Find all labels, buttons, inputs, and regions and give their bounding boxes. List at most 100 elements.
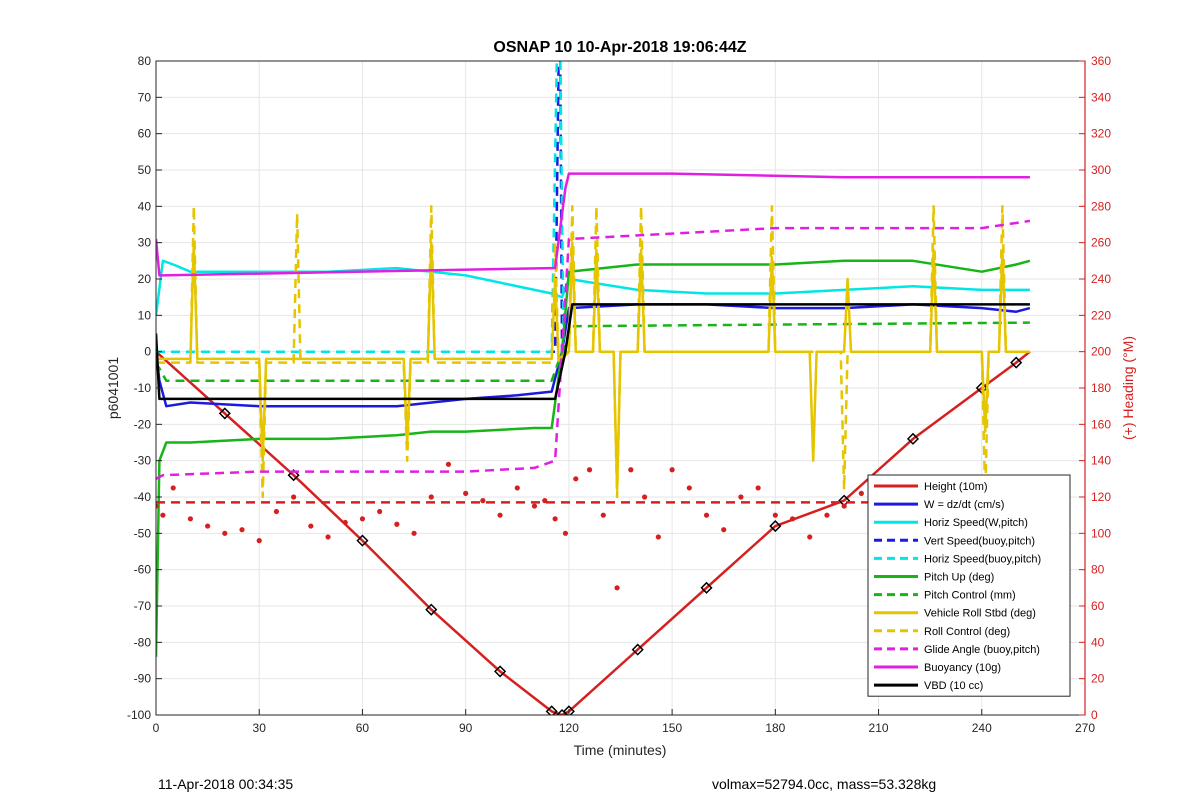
y2-tick-label-0: 0 (1091, 708, 1098, 722)
series-12-point-32 (641, 494, 648, 500)
legend-entry-0: Height (10m) (924, 481, 988, 493)
series-12-point-2 (170, 485, 176, 491)
y2-tick-label-14: 280 (1091, 199, 1111, 213)
y2-tick-label-8: 160 (1091, 417, 1111, 431)
legend-entry-3: Vert Speed(buoy,pitch) (924, 535, 1035, 547)
series-12-point-14 (377, 508, 383, 515)
series-0-marker-1 (218, 407, 231, 420)
y-tick-label-8: -20 (134, 417, 152, 431)
series-12-point-39 (755, 485, 761, 491)
legend-entry-4: Horiz Speed(buoy,pitch) (924, 553, 1041, 565)
series-12-point-33 (655, 534, 661, 540)
y-tick-label-9: -10 (134, 381, 152, 395)
y2-tick-label-10: 200 (1091, 345, 1111, 359)
y-tick-label-2: -80 (134, 635, 152, 649)
series-12-point-4 (205, 523, 211, 529)
x-tick-label-7: 210 (869, 721, 889, 735)
legend-entry-5: Pitch Up (deg) (924, 572, 994, 584)
series-12-point-36 (703, 512, 710, 518)
y-tick-label-7: -30 (134, 454, 152, 468)
y2-tick-label-12: 240 (1091, 272, 1111, 286)
y-tick-label-0: -100 (127, 708, 151, 722)
series-0-marker-13 (906, 432, 920, 445)
y-axis-right: 0 20 40 60 80 100 120 140 160 180 200 220 240 260 280 3… (1079, 54, 1111, 722)
legend-entry-7: Vehicle Roll Stbd (deg) (924, 608, 1036, 620)
series-12-point-29 (600, 512, 606, 518)
series-12-point-18 (445, 461, 452, 467)
series-12-point-37 (721, 527, 727, 533)
y2-tick-label-1: 20 (1091, 672, 1105, 686)
series-0-marker-9 (631, 643, 644, 656)
series-0-marker-5 (494, 665, 507, 678)
footer-timestamp: 11-Apr-2018 00:34:35 (158, 776, 293, 792)
series-12-point-27 (573, 476, 579, 482)
series-12-point-25 (552, 516, 558, 522)
series-5-line (156, 259, 1031, 657)
series-12-point-41 (789, 516, 796, 522)
series-12-point-31 (628, 467, 634, 473)
series-12-point-16 (411, 530, 417, 536)
x-tick-label-2: 60 (356, 721, 370, 735)
series-12-point-34 (669, 467, 675, 473)
y-tick-label-12: 20 (138, 272, 152, 286)
series-12-point-15 (394, 521, 400, 527)
series-12-point-42 (807, 534, 813, 540)
legend: Height (10m) W = dz/dt (cm/s) Horiz Speed(… (867, 474, 1071, 697)
series-12-point-30 (614, 585, 620, 591)
series-12-point-10 (308, 523, 314, 529)
y2-tick-label-7: 140 (1091, 454, 1111, 468)
series-12-point-9 (291, 494, 297, 500)
series-12-point-11 (325, 534, 331, 540)
x-tick-label-9: 270 (1075, 721, 1095, 735)
x-tick-label-8: 240 (972, 721, 992, 735)
legend-entry-9: Glide Angle (buoy,pitch) (924, 644, 1040, 656)
y-tick-label-5: -50 (134, 526, 152, 540)
y2-tick-label-3: 60 (1091, 599, 1105, 613)
x-axis-label: Time (minutes) (574, 742, 667, 758)
series-12-point-0 (156, 503, 159, 509)
y2-tick-label-9: 180 (1091, 381, 1111, 395)
legend-entry-1: W = dz/dt (cm/s) (924, 499, 1004, 511)
series-12-point-6 (239, 527, 245, 533)
y2-tick-label-6: 120 (1091, 490, 1111, 504)
x-tick-label-1: 30 (253, 721, 267, 735)
y-tick-label-6: -40 (134, 490, 152, 504)
series-0-marker-12 (838, 494, 851, 507)
series-12-point-21 (497, 512, 503, 518)
y2-tick-label-4: 80 (1091, 563, 1105, 577)
legend-entry-10: Buoyancy (10g) (924, 662, 1001, 674)
x-tick-label-4: 120 (559, 721, 579, 735)
x-tick-label-5: 150 (662, 721, 682, 735)
series-0-marker-11 (769, 520, 782, 533)
y2-tick-label-11: 220 (1091, 308, 1111, 322)
series-0-marker-7 (555, 708, 569, 715)
series-0-marker-10 (700, 581, 713, 594)
legend-box (867, 474, 1071, 697)
series-0-marker-15 (1010, 356, 1023, 369)
series-10-line (156, 172, 1030, 277)
y2-tick-label-17: 340 (1091, 90, 1111, 104)
series-12-point-13 (359, 516, 366, 522)
series-12-point-40 (772, 512, 778, 518)
y2-tick-label-16: 320 (1091, 127, 1111, 141)
series-12-point-26 (562, 530, 569, 536)
series-12-point-22 (514, 485, 520, 491)
series-0-marker-4 (425, 603, 438, 616)
y-tick-label-15: 50 (138, 163, 152, 177)
y-tick-label-3: -70 (134, 599, 152, 613)
series-12-point-12 (342, 519, 348, 526)
y2-tick-label-5: 100 (1091, 526, 1111, 540)
footer-volmax-mass: volmax=52794.0cc, mass=53.328kg (712, 776, 936, 792)
series-12-point-45 (858, 490, 864, 496)
series-12-point-44 (841, 503, 847, 509)
x-axis: 0 30 60 90 120 150 180 210 240 270 (153, 709, 1095, 735)
y2-tick-label-2: 40 (1091, 635, 1105, 649)
x-tick-label-6: 180 (765, 721, 785, 735)
series-6-line (156, 321, 1030, 382)
series-9-line (156, 219, 1031, 480)
series-12-point-20 (480, 498, 486, 504)
legend-entry-8: Roll Control (deg) (924, 626, 1010, 638)
y-tick-label-4: -60 (134, 563, 152, 577)
legend-entry-11: VBD (10 cc) (924, 680, 983, 692)
